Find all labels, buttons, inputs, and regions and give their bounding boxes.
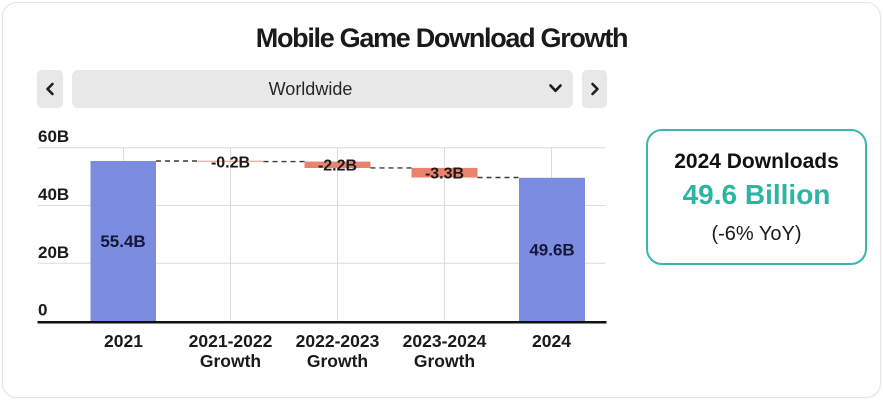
- svg-text:2021: 2021: [104, 331, 143, 351]
- svg-text:2024: 2024: [532, 331, 571, 351]
- svg-text:2021-2022: 2021-2022: [189, 331, 273, 351]
- svg-text:49.6B: 49.6B: [529, 241, 574, 260]
- svg-text:Growth: Growth: [200, 351, 261, 371]
- svg-text:0: 0: [38, 301, 47, 320]
- svg-text:-3.3B: -3.3B: [425, 166, 464, 183]
- svg-text:Growth: Growth: [307, 351, 368, 371]
- svg-text:2022-2023: 2022-2023: [296, 331, 380, 351]
- svg-text:-0.2B: -0.2B: [211, 154, 250, 171]
- svg-text:20B: 20B: [38, 243, 69, 262]
- svg-text:60B: 60B: [38, 127, 69, 146]
- svg-text:55.4B: 55.4B: [100, 232, 145, 251]
- svg-text:Growth: Growth: [414, 351, 475, 371]
- svg-text:-2.2B: -2.2B: [318, 158, 357, 175]
- svg-text:40B: 40B: [38, 185, 69, 204]
- svg-text:2023-2024: 2023-2024: [403, 331, 487, 351]
